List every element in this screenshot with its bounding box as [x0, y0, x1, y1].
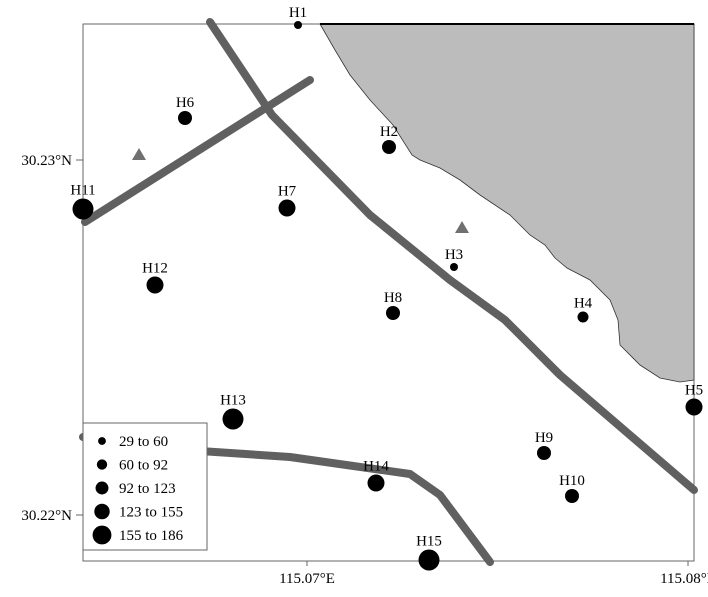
- triangle-marker: [455, 221, 469, 233]
- station-dot: [146, 276, 164, 294]
- y-tick-label: 30.22°N: [21, 508, 72, 524]
- legend-symbol: [92, 525, 112, 545]
- station-label: H12: [142, 261, 168, 277]
- station-label: H6: [176, 95, 195, 111]
- station-label: H5: [685, 383, 703, 399]
- station-dot: [450, 263, 458, 271]
- station-label: H2: [380, 124, 398, 140]
- station-label: H10: [559, 473, 585, 489]
- legend-symbol: [95, 481, 109, 495]
- x-tick-label: 115.07°E: [279, 571, 335, 587]
- legend-symbol: [98, 437, 106, 445]
- station-h1: H1: [289, 5, 307, 29]
- triangle-marker: [132, 148, 146, 160]
- legend-item: 123 to 155: [94, 503, 183, 521]
- legend-label: 155 to 186: [119, 528, 184, 544]
- station-label: H13: [220, 393, 246, 409]
- station-dot: [367, 474, 385, 492]
- station-label: H1: [289, 5, 307, 21]
- legend: 29 to 60 60 to 92 92 to 123 123 to 155 155 t…: [82, 422, 208, 551]
- station-h15: H15: [416, 534, 442, 571]
- station-label: H11: [70, 183, 95, 199]
- station-label: H15: [416, 534, 442, 550]
- station-dot: [685, 398, 703, 416]
- station-label: H9: [535, 430, 553, 446]
- road: [81, 76, 314, 226]
- station-h11: H11: [70, 183, 96, 220]
- legend-label: 29 to 60: [119, 434, 168, 450]
- legend-label: 123 to 155: [119, 505, 183, 521]
- station-h3: H3: [445, 247, 463, 271]
- station-dot: [418, 549, 440, 571]
- station-dot: [537, 446, 551, 460]
- station-h9: H9: [535, 430, 553, 460]
- land-area: [319, 23, 695, 383]
- x-tick-label: 115.08°E: [660, 571, 708, 587]
- station-label: H7: [278, 184, 297, 200]
- station-dot: [565, 489, 579, 503]
- station-h7: H7: [278, 184, 297, 217]
- station-h14: H14: [363, 459, 389, 492]
- station-h6: H6: [176, 95, 195, 125]
- station-dot: [382, 140, 396, 154]
- legend-symbol: [96, 459, 108, 470]
- station-label: H3: [445, 247, 463, 263]
- station-dot: [386, 306, 400, 320]
- station-dot: [577, 311, 589, 323]
- station-dot: [222, 408, 244, 430]
- station-label: H8: [384, 290, 402, 306]
- legend-label: 92 to 123: [119, 481, 176, 497]
- legend-label: 60 to 92: [119, 458, 168, 474]
- legend-symbol: [94, 503, 110, 520]
- road: [206, 18, 698, 494]
- station-label: H4: [574, 296, 593, 312]
- station-h4: H4: [574, 296, 593, 323]
- legend-item: 155 to 186: [92, 525, 184, 545]
- station-h12: H12: [142, 261, 168, 294]
- station-h13: H13: [220, 393, 246, 430]
- station-label: H14: [363, 459, 389, 475]
- station-h2: H2: [380, 124, 398, 154]
- station-h10: H10: [559, 473, 585, 503]
- station-h5: H5: [685, 383, 703, 416]
- station-dot: [178, 111, 192, 125]
- legend-item: 92 to 123: [95, 481, 176, 497]
- legend-item: 60 to 92: [96, 458, 168, 474]
- legend-item: 29 to 60: [98, 434, 168, 450]
- station-dot: [278, 199, 296, 217]
- station-dot: [72, 198, 94, 220]
- station-dot: [294, 21, 302, 29]
- station-h8: H8: [384, 290, 402, 320]
- y-tick-label: 30.23°N: [21, 153, 72, 169]
